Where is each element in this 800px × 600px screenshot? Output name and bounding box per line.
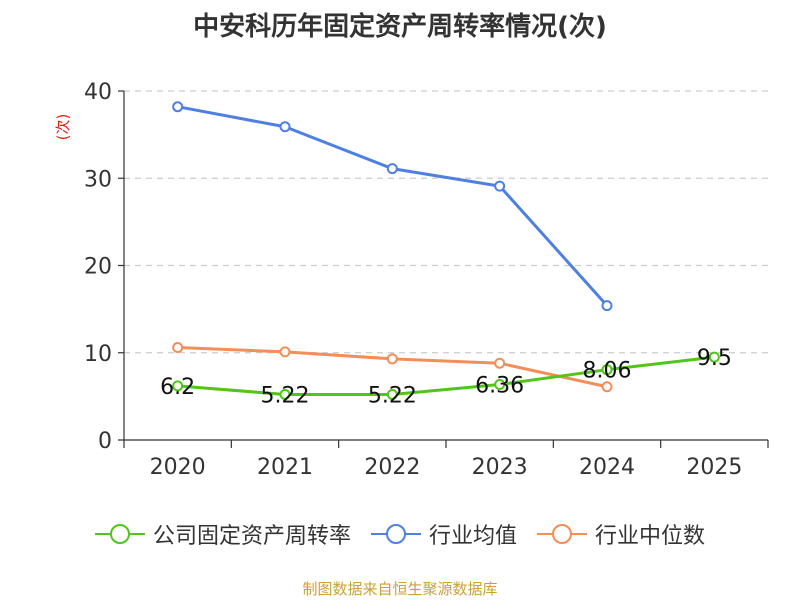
- legend-label-industry-mean: 行业均值: [428, 524, 517, 549]
- data-point-0-2022: [386, 388, 398, 400]
- data-label-2024: 8.06: [583, 359, 632, 384]
- data-point-0-2024: [601, 364, 613, 376]
- legend-label-industry-median: 行业中位数: [595, 524, 706, 549]
- data-label-2025: 9.5: [697, 346, 732, 371]
- legend-item-industry-mean[interactable]: 行业均值: [370, 518, 517, 550]
- x-tick-label-2021: 2021: [257, 455, 313, 480]
- data-point-2-2023: [494, 357, 506, 369]
- data-label-2022: 5.22: [368, 383, 417, 408]
- x-tick-label-2020: 2020: [150, 455, 206, 480]
- data-label-2021: 5.22: [261, 383, 310, 408]
- legend: 公司固定资产周转率 行业均值 行业中位数: [0, 518, 800, 550]
- data-point-1-2022: [386, 163, 398, 175]
- data-point-0-2025: [708, 351, 720, 363]
- data-point-1-2021: [279, 121, 291, 133]
- legend-item-industry-median[interactable]: 行业中位数: [537, 518, 705, 550]
- chart-title: 中安科历年固定资产周转率情况(次): [193, 12, 607, 42]
- legend-label-company: 公司固定资产周转率: [152, 524, 351, 549]
- data-label-2020: 6.2: [160, 375, 195, 400]
- data-point-1-2020: [172, 101, 184, 113]
- y-tick-label-0: 0: [98, 429, 112, 454]
- data-point-1-2023: [494, 180, 506, 192]
- x-tick-label-2023: 2023: [472, 455, 528, 480]
- data-point-1-2024: [601, 300, 613, 312]
- series-line-1: [177, 105, 609, 307]
- data-label-2023: 6.36: [475, 374, 524, 399]
- legend-item-company[interactable]: 公司固定资产周转率: [94, 518, 351, 550]
- source-note: 制图数据来自恒生聚源数据库: [302, 580, 498, 598]
- legend-marker-industry-median: [537, 524, 587, 544]
- x-tick-label-2022: 2022: [364, 455, 420, 480]
- data-point-2-2021: [279, 346, 291, 358]
- data-point-0-2020: [172, 380, 184, 392]
- data-point-2-2020: [172, 342, 184, 354]
- y-tick-label-30: 30: [84, 167, 112, 192]
- y-tick-label-10: 10: [84, 342, 112, 367]
- data-point-0-2021: [279, 388, 291, 400]
- x-tick-label-2025: 2025: [686, 455, 742, 480]
- legend-marker-company: [94, 524, 145, 544]
- data-point-2-2024: [601, 381, 613, 393]
- y-tick-label-40: 40: [84, 80, 112, 105]
- y-axis-label: (次): [54, 114, 72, 141]
- series-line-0: [177, 355, 715, 396]
- x-tick-label-2024: 2024: [579, 455, 635, 480]
- data-point-0-2023: [494, 379, 506, 391]
- y-tick-label-20: 20: [84, 255, 112, 280]
- legend-marker-industry-mean: [370, 524, 421, 544]
- data-point-2-2022: [386, 353, 398, 365]
